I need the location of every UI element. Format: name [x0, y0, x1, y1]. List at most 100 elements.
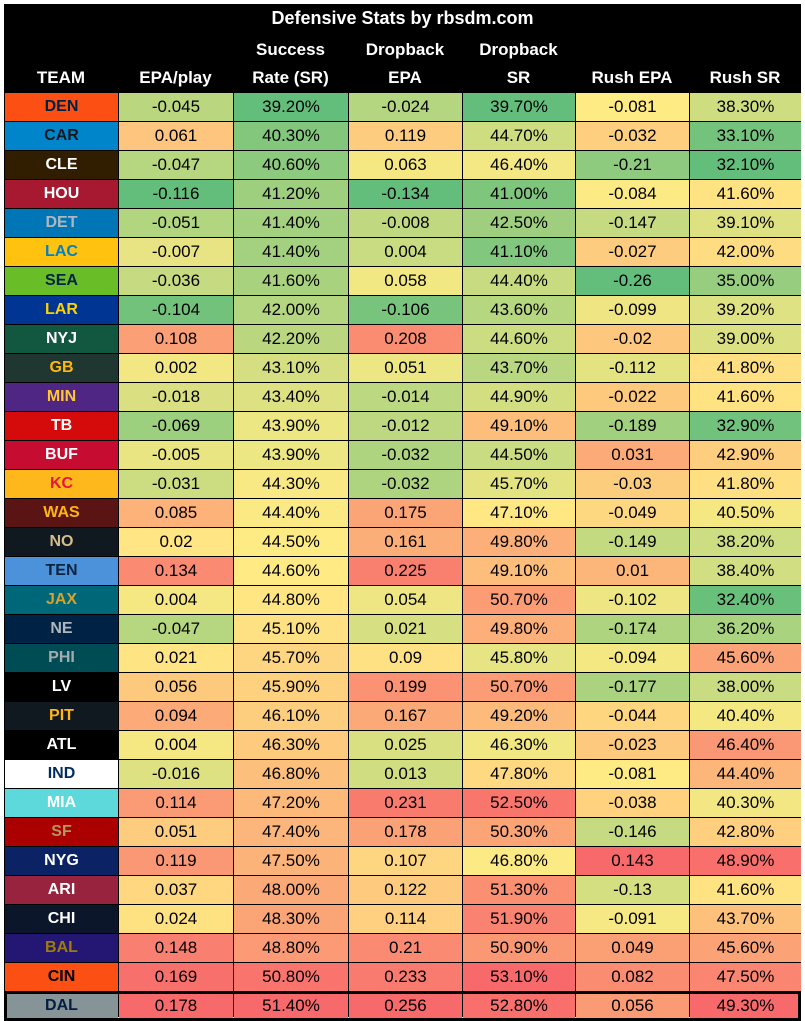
cell-rush-sr: 32.10%	[690, 151, 801, 179]
cell-db-sr: 47.10%	[463, 499, 575, 527]
table-title: Defensive Stats by rbsdm.com	[271, 8, 534, 28]
cell-db-sr: 42.50%	[463, 209, 575, 237]
cell-db-epa: -0.106	[349, 296, 462, 324]
cell-db-sr: 53.10%	[463, 963, 575, 991]
cell-db-sr: 51.90%	[463, 905, 575, 933]
cell-db-epa: 0.063	[349, 151, 462, 179]
cell-epa: -0.018	[119, 383, 233, 411]
cell-db-sr: 44.60%	[463, 325, 575, 353]
cell-rush-epa: -0.174	[576, 615, 689, 643]
cell-db-epa: 0.199	[349, 673, 462, 701]
cell-rush-epa: -0.091	[576, 905, 689, 933]
cell-db-epa: -0.012	[349, 412, 462, 440]
cell-rush-sr: 38.30%	[690, 93, 801, 121]
cell-sr: 40.60%	[234, 151, 348, 179]
cell-db-sr: 50.30%	[463, 818, 575, 846]
team-cell-lar: LAR	[5, 296, 118, 324]
cell-sr: 47.20%	[234, 789, 348, 817]
column-header-line: Rush EPA	[591, 68, 673, 87]
cell-rush-sr: 33.10%	[690, 122, 801, 150]
cell-db-sr: 49.80%	[463, 615, 575, 643]
cell-rush-sr: 40.40%	[690, 702, 801, 730]
cell-sr: 45.90%	[234, 673, 348, 701]
cell-epa: 0.024	[119, 905, 233, 933]
cell-epa: 0.056	[119, 673, 233, 701]
cell-rush-sr: 48.90%	[690, 847, 801, 875]
team-cell-kc: KC	[5, 470, 118, 498]
cell-epa: 0.134	[119, 557, 233, 585]
team-cell-phi: PHI	[5, 644, 118, 672]
column-header-line: Rush SR	[709, 68, 781, 87]
cell-rush-epa: -0.022	[576, 383, 689, 411]
column-header-line: Dropback	[365, 40, 445, 59]
cell-rush-sr: 36.20%	[690, 615, 801, 643]
cell-rush-sr: 44.40%	[690, 760, 801, 788]
cell-rush-epa: -0.112	[576, 354, 689, 382]
cell-rush-epa: 0.049	[576, 934, 689, 962]
team-cell-cin: CIN	[5, 963, 118, 991]
cell-epa: 0.061	[119, 122, 233, 150]
column-header-line: Success	[256, 40, 325, 59]
cell-db-sr: 43.70%	[463, 354, 575, 382]
cell-sr: 47.50%	[234, 847, 348, 875]
cell-db-epa: 0.021	[349, 615, 462, 643]
cell-sr: 44.60%	[234, 557, 348, 585]
cell-epa: 0.094	[119, 702, 233, 730]
cell-db-sr: 41.00%	[463, 180, 575, 208]
cell-rush-sr: 49.30%	[690, 992, 801, 1020]
cell-db-epa: -0.032	[349, 441, 462, 469]
team-cell-pit: PIT	[5, 702, 118, 730]
cell-epa: 0.004	[119, 731, 233, 759]
cell-db-epa: -0.014	[349, 383, 462, 411]
cell-db-epa: 0.21	[349, 934, 462, 962]
cell-rush-epa: -0.102	[576, 586, 689, 614]
cell-rush-sr: 46.40%	[690, 731, 801, 759]
cell-epa: 0.178	[119, 992, 233, 1020]
cell-rush-epa: -0.03	[576, 470, 689, 498]
cell-db-epa: 0.119	[349, 122, 462, 150]
cell-db-epa: 0.114	[349, 905, 462, 933]
cell-db-epa: 0.051	[349, 354, 462, 382]
cell-epa: 0.02	[119, 528, 233, 556]
cell-sr: 41.40%	[234, 238, 348, 266]
cell-db-epa: 0.054	[349, 586, 462, 614]
cell-db-epa: 0.107	[349, 847, 462, 875]
team-cell-chi: CHI	[5, 905, 118, 933]
cell-rush-sr: 39.00%	[690, 325, 801, 353]
column-header-epa: EPA/play	[118, 32, 233, 92]
cell-rush-epa: -0.149	[576, 528, 689, 556]
team-cell-ari: ARI	[5, 876, 118, 904]
column-header-line: TEAM	[36, 68, 86, 87]
column-header-db-epa: Dropback EPA	[348, 32, 462, 92]
cell-db-sr: 52.80%	[463, 992, 575, 1020]
team-cell-ne: NE	[5, 615, 118, 643]
cell-db-epa: 0.225	[349, 557, 462, 585]
column-header-rush-sr: Rush SR	[689, 32, 801, 92]
team-cell-dal: DAL	[5, 992, 118, 1020]
cell-rush-sr: 32.90%	[690, 412, 801, 440]
cell-db-epa: 0.122	[349, 876, 462, 904]
cell-sr: 44.50%	[234, 528, 348, 556]
cell-rush-epa: -0.099	[576, 296, 689, 324]
cell-sr: 41.40%	[234, 209, 348, 237]
cell-epa: -0.036	[119, 267, 233, 295]
team-cell-den: DEN	[5, 93, 118, 121]
cell-rush-sr: 32.40%	[690, 586, 801, 614]
cell-sr: 43.40%	[234, 383, 348, 411]
cell-rush-epa: -0.21	[576, 151, 689, 179]
cell-db-epa: 0.004	[349, 238, 462, 266]
cell-rush-epa: -0.13	[576, 876, 689, 904]
cell-epa: 0.002	[119, 354, 233, 382]
team-cell-no: NO	[5, 528, 118, 556]
column-header-line: Dropback	[479, 40, 558, 59]
cell-epa: 0.021	[119, 644, 233, 672]
cell-sr: 43.90%	[234, 441, 348, 469]
cell-rush-sr: 45.60%	[690, 934, 801, 962]
cell-rush-epa: 0.056	[576, 992, 689, 1020]
cell-sr: 43.10%	[234, 354, 348, 382]
cell-db-sr: 46.30%	[463, 731, 575, 759]
cell-db-sr: 50.70%	[463, 586, 575, 614]
cell-epa: 0.085	[119, 499, 233, 527]
cell-db-sr: 45.70%	[463, 470, 575, 498]
cell-rush-sr: 41.60%	[690, 180, 801, 208]
